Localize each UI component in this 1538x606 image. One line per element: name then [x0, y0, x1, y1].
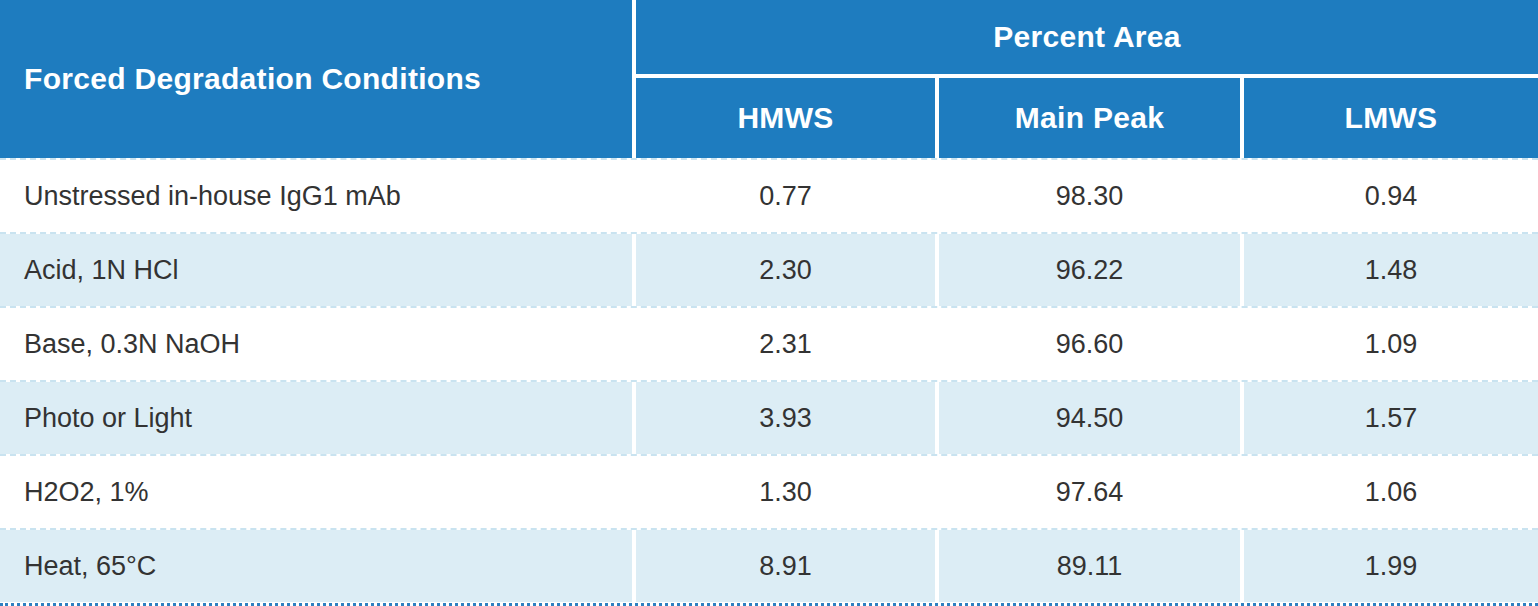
forced-degradation-table: Forced Degradation Conditions Percent Ar…: [0, 0, 1538, 606]
percent-area-group: Percent Area HMWS Main Peak LMWS: [636, 0, 1538, 158]
table-row-base: Base, 0.3N NaOH 2.31 96.60 1.09: [0, 306, 1538, 380]
lmws-value-cell: 1.99: [1244, 530, 1538, 602]
lmws-value-cell: 1.57: [1244, 382, 1538, 454]
condition-cell: H2O2, 1%: [0, 456, 632, 528]
main-peak-value-cell: 98.30: [939, 160, 1240, 232]
lmws-value-cell: 1.48: [1244, 234, 1538, 306]
hmws-value-cell: 2.30: [636, 234, 935, 306]
lmws-value-cell: 0.94: [1244, 160, 1538, 232]
hmws-value-cell: 2.31: [636, 308, 935, 380]
column-header-hmws: HMWS: [636, 78, 935, 158]
table-row-unstressed: Unstressed in-house IgG1 mAb 0.77 98.30 …: [0, 158, 1538, 232]
condition-cell: Base, 0.3N NaOH: [0, 308, 632, 380]
subheader-row: HMWS Main Peak LMWS: [636, 78, 1538, 158]
hmws-value-cell: 1.30: [636, 456, 935, 528]
main-peak-value-cell: 94.50: [939, 382, 1240, 454]
table-body: Unstressed in-house IgG1 mAb 0.77 98.30 …: [0, 158, 1538, 602]
table-row-photo: Photo or Light 3.93 94.50 1.57: [0, 380, 1538, 454]
column-header-conditions: Forced Degradation Conditions: [0, 0, 632, 158]
condition-cell: Heat, 65°C: [0, 530, 632, 602]
condition-cell: Acid, 1N HCl: [0, 234, 632, 306]
hmws-value-cell: 3.93: [636, 382, 935, 454]
column-header-main-peak: Main Peak: [939, 78, 1240, 158]
column-group-header-percent-area: Percent Area: [636, 0, 1538, 74]
main-peak-value-cell: 96.60: [939, 308, 1240, 380]
condition-cell: Unstressed in-house IgG1 mAb: [0, 160, 632, 232]
hmws-value-cell: 0.77: [636, 160, 935, 232]
lmws-value-cell: 1.06: [1244, 456, 1538, 528]
table-row-acid: Acid, 1N HCl 2.30 96.22 1.48: [0, 232, 1538, 306]
main-peak-value-cell: 89.11: [939, 530, 1240, 602]
table-header: Forced Degradation Conditions Percent Ar…: [0, 0, 1538, 158]
table-row-h2o2: H2O2, 1% 1.30 97.64 1.06: [0, 454, 1538, 528]
main-peak-value-cell: 96.22: [939, 234, 1240, 306]
main-peak-value-cell: 97.64: [939, 456, 1240, 528]
hmws-value-cell: 8.91: [636, 530, 935, 602]
table-row-heat: Heat, 65°C 8.91 89.11 1.99: [0, 528, 1538, 602]
condition-cell: Photo or Light: [0, 382, 632, 454]
lmws-value-cell: 1.09: [1244, 308, 1538, 380]
column-header-lmws: LMWS: [1244, 78, 1538, 158]
